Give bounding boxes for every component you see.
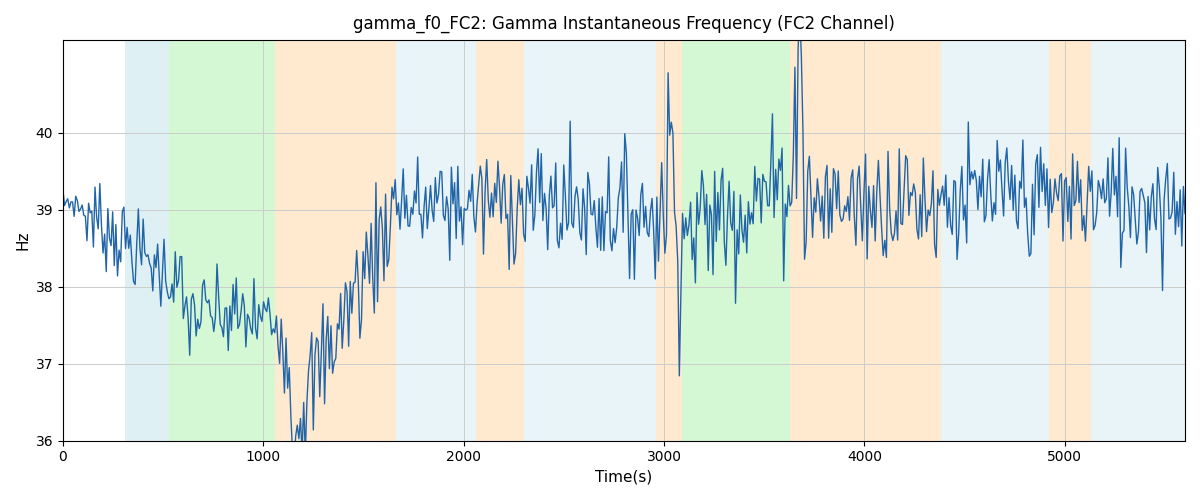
Bar xyxy=(941,40,1049,440)
Bar xyxy=(682,40,791,440)
Bar xyxy=(125,40,169,440)
Bar xyxy=(1091,40,1189,440)
Y-axis label: Hz: Hz xyxy=(16,230,30,250)
Bar xyxy=(821,40,941,440)
Bar xyxy=(791,40,821,440)
Title: gamma_f0_FC2: Gamma Instantaneous Frequency (FC2 Channel): gamma_f0_FC2: Gamma Instantaneous Freque… xyxy=(353,15,895,34)
Bar xyxy=(475,40,523,440)
Bar xyxy=(169,40,275,440)
Bar xyxy=(656,40,682,440)
Bar xyxy=(1049,40,1091,440)
Bar xyxy=(275,40,396,440)
Bar xyxy=(523,40,656,440)
X-axis label: Time(s): Time(s) xyxy=(595,470,653,485)
Bar xyxy=(396,40,475,440)
